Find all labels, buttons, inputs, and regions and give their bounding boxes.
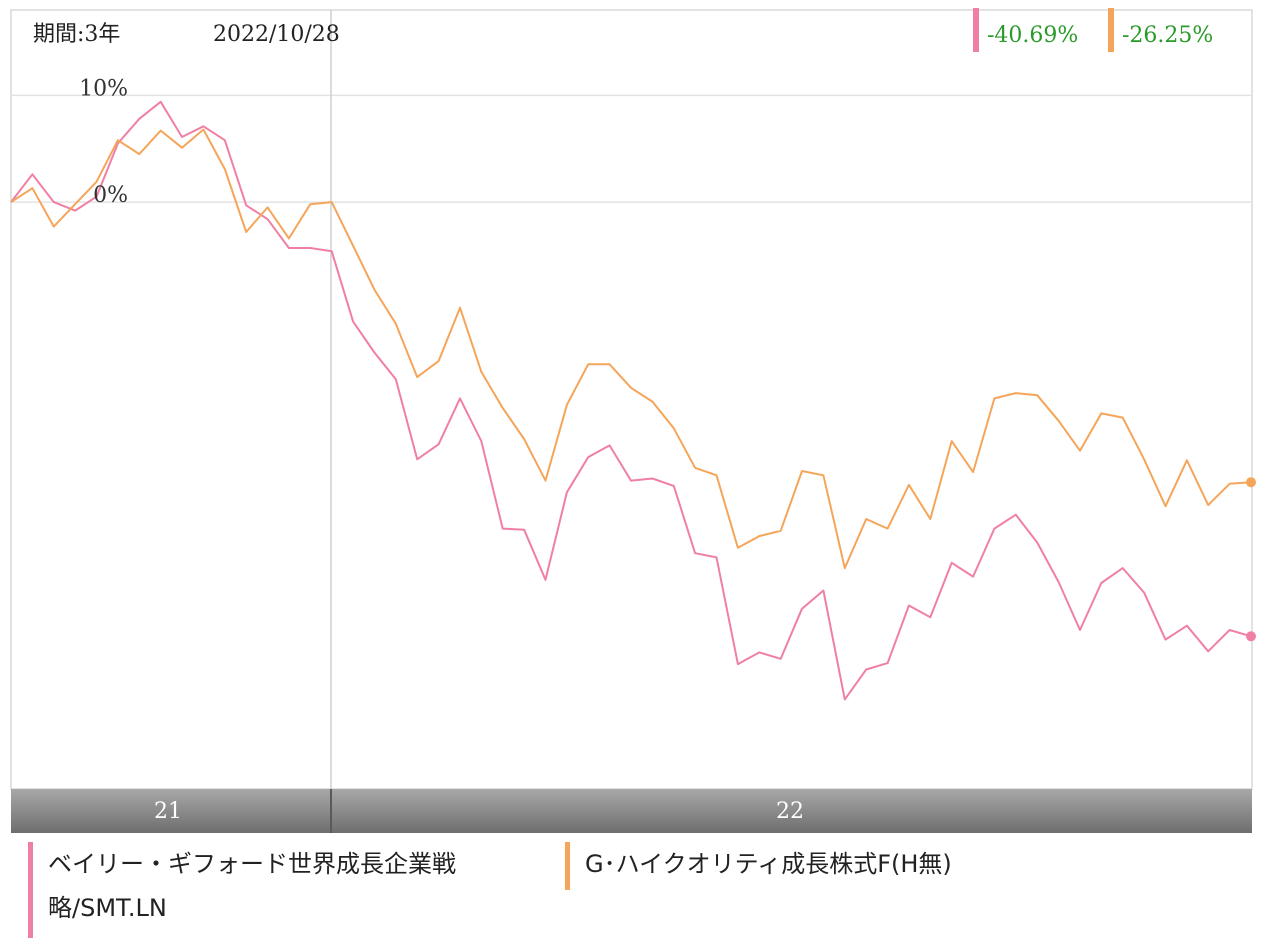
y-tick-label-0: 10% bbox=[79, 76, 128, 101]
series-line-1 bbox=[10, 100, 1252, 701]
grid bbox=[11, 94, 1252, 203]
legend-swatch-series2 bbox=[565, 842, 570, 890]
series-end-point-2 bbox=[1246, 477, 1256, 488]
legend-label-series1-line1: ベイリー・ギフォード世界成長企業戦 bbox=[48, 850, 456, 878]
series-line-2 bbox=[10, 128, 1252, 570]
legend-item-series1: ベイリー・ギフォード世界成長企業戦 略/SMT.LN bbox=[28, 842, 548, 938]
x-tick-label-22: 22 bbox=[776, 799, 804, 824]
series bbox=[10, 100, 1256, 701]
x-tick-label-21: 21 bbox=[154, 799, 182, 824]
period-label: 期間:3年 bbox=[33, 22, 120, 47]
legend-label-series2: G･ハイクオリティ成長株式F(H無) bbox=[585, 850, 952, 878]
value-marker-series2 bbox=[1108, 8, 1114, 52]
y-tick-labels: 10% 0% bbox=[79, 76, 128, 208]
line-chart: 期間:3年 2022/10/28 -40.69% -26.25% 10% 0% 2… bbox=[10, 8, 1256, 833]
legend-item-series2: G･ハイクオリティ成長株式F(H無) bbox=[565, 842, 1125, 890]
legend-swatch-series1 bbox=[28, 842, 33, 938]
cursor-date: 2022/10/28 bbox=[213, 22, 340, 47]
x-axis-band bbox=[11, 789, 1252, 833]
chart: 期間:3年 2022/10/28 -40.69% -26.25% 10% 0% 2… bbox=[10, 8, 1256, 833]
value-marker-series1 bbox=[973, 8, 979, 52]
value-readout-series1: -40.69% bbox=[987, 23, 1078, 48]
plot-frame bbox=[10, 9, 1253, 790]
legend-label-series1-line2: 略/SMT.LN bbox=[48, 894, 167, 922]
y-tick-label-1: 0% bbox=[93, 183, 128, 208]
value-readout-series2: -26.25% bbox=[1122, 23, 1213, 48]
series-end-point-1 bbox=[1246, 631, 1256, 642]
